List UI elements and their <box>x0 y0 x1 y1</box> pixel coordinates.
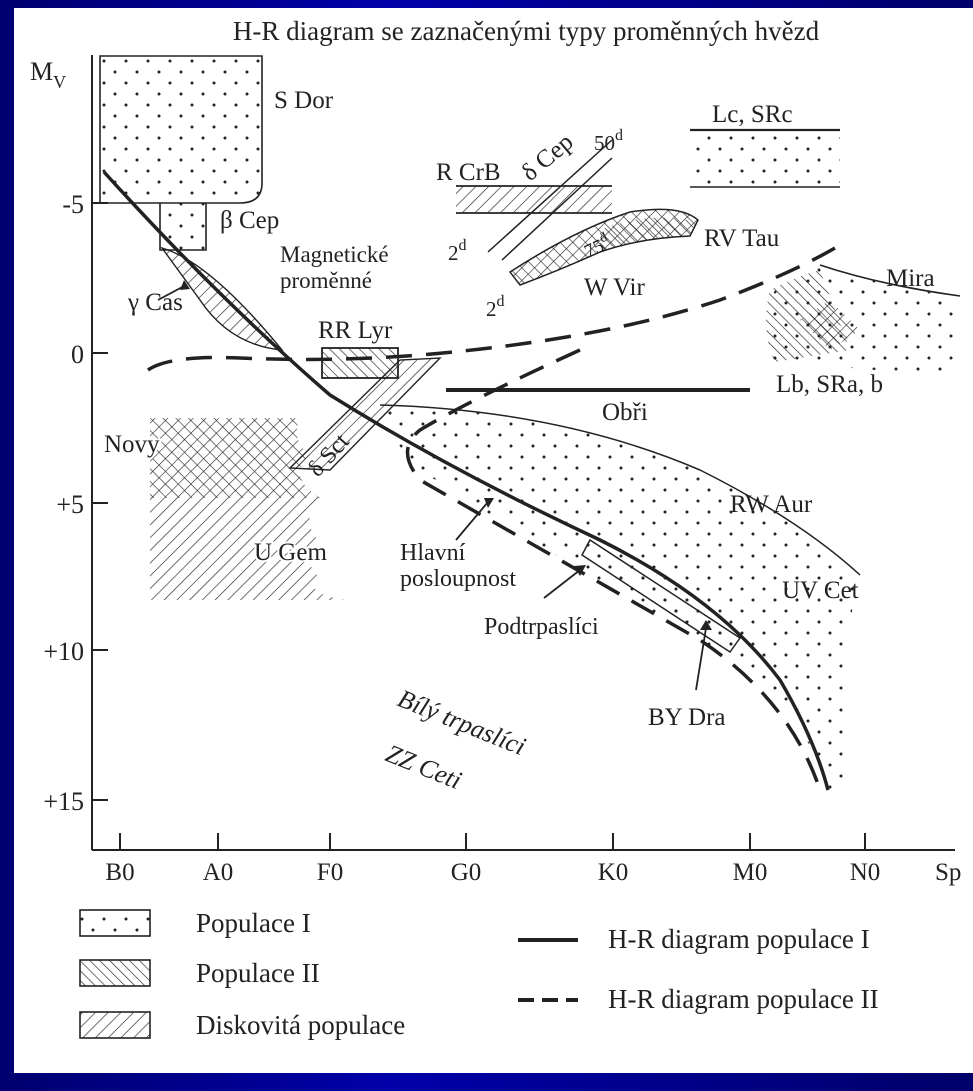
pop2-subdwarf-sequence <box>405 348 822 791</box>
lb-sra-label: Lb, SRa, b <box>776 371 883 398</box>
period-2-label: 2d <box>448 237 467 265</box>
novy-label: Novy <box>104 431 160 458</box>
subdwarf-pointer <box>543 569 581 599</box>
by-dra-arrow <box>700 620 712 630</box>
lc-src-region <box>690 130 840 187</box>
axes <box>91 55 955 851</box>
legend-label-line-pop2: H-R diagram populace II <box>608 984 879 1014</box>
by-dra-pointer <box>695 627 707 691</box>
y-tick-label: 0 <box>71 340 84 369</box>
w-vir-label: W Vir <box>584 274 645 301</box>
by-dra-label: BY Dra <box>648 704 726 731</box>
rw-aur-border <box>379 404 861 576</box>
legend-swatch-pop1 <box>79 909 151 937</box>
rw-aur-label: RW Aur <box>730 491 813 518</box>
mira-label: Mira <box>886 265 935 292</box>
rw-aur-uv-cet-region <box>380 405 860 790</box>
subdwarf-label: Podtrpaslíci <box>484 614 599 640</box>
rv-tau-hatch <box>600 217 695 252</box>
legend-label-disk: Diskovitá populace <box>196 1010 405 1040</box>
subdwarf-arrow <box>574 565 586 576</box>
x-tick-label: G0 <box>451 859 482 886</box>
y-axis-label: MV <box>30 57 66 92</box>
lc-src-label: Lc, SRc <box>712 101 793 128</box>
legend-label-pop1: Populace I <box>196 908 311 938</box>
mira-border <box>819 264 961 297</box>
mira-cross <box>800 300 860 350</box>
x-tick-label: K0 <box>598 859 629 886</box>
rr-lyr-region <box>321 347 399 379</box>
main-sequence-label-1: Hlavní <box>400 540 466 566</box>
magnetic-label-2: proměnné <box>280 268 372 293</box>
x-tick-label: Sp <box>935 859 961 886</box>
y-tick-label: +5 <box>56 490 84 519</box>
u-gem-region <box>150 498 345 600</box>
main-sequence-arrow <box>484 498 494 508</box>
s-dor-label: S Dor <box>274 87 334 114</box>
magnetic-label-1: Magnetické <box>280 242 389 267</box>
legend-label-pop2: Populace II <box>196 958 320 988</box>
rr-lyr-label: RR Lyr <box>318 317 393 344</box>
legend-label-line-pop1: H-R diagram populace I <box>608 924 870 954</box>
beta-cep-region <box>159 203 207 251</box>
r-crb-region <box>456 186 612 213</box>
u-gem-label: U Gem <box>254 539 327 566</box>
legend-swatch-disk <box>79 1011 151 1039</box>
y-tick-label: -5 <box>62 190 84 219</box>
rv-tau-label: RV Tau <box>704 225 780 252</box>
by-dra-band <box>581 538 742 654</box>
x-tick-label: F0 <box>317 859 343 886</box>
delta-cep-strip-edge <box>487 139 613 253</box>
main-sequence-pointer <box>455 501 489 541</box>
uv-cet-label: UV Cet <box>782 577 859 604</box>
beta-cep-label: β Cep <box>220 207 279 234</box>
x-tick-label: N0 <box>850 859 881 886</box>
giants-label: Obři <box>602 399 648 426</box>
delta-sct-region <box>288 357 442 471</box>
legend-swatch-pop2 <box>79 959 151 987</box>
diagram-title: H-R diagram se zaznačenými typy proměnný… <box>233 16 820 46</box>
x-tick-label: B0 <box>105 859 134 886</box>
x-tick-label: A0 <box>203 859 234 886</box>
delta-cep-strip-edge <box>501 157 613 261</box>
novy-region <box>150 418 320 498</box>
main-sequence-label-2: posloupnost <box>400 566 516 592</box>
period-50-label: 50d <box>594 127 623 155</box>
s-dor-region <box>99 55 263 204</box>
pop1-main-sequence <box>102 170 830 791</box>
y-tick-label: +10 <box>43 637 84 666</box>
pop2-giant-branch <box>147 240 846 372</box>
gamma-cas-arrow <box>180 280 190 290</box>
legend: Populace I Populace II Diskovitá populac… <box>79 908 879 1040</box>
y-tick-label: +15 <box>43 787 84 816</box>
gamma-cas-label: γ Cas <box>127 289 183 316</box>
r-crb-label: R CrB <box>436 159 501 186</box>
zz-ceti-label: ZZ Ceti <box>382 739 466 795</box>
x-tick-label: M0 <box>733 859 768 886</box>
period-2b-label: 2d <box>486 293 505 321</box>
